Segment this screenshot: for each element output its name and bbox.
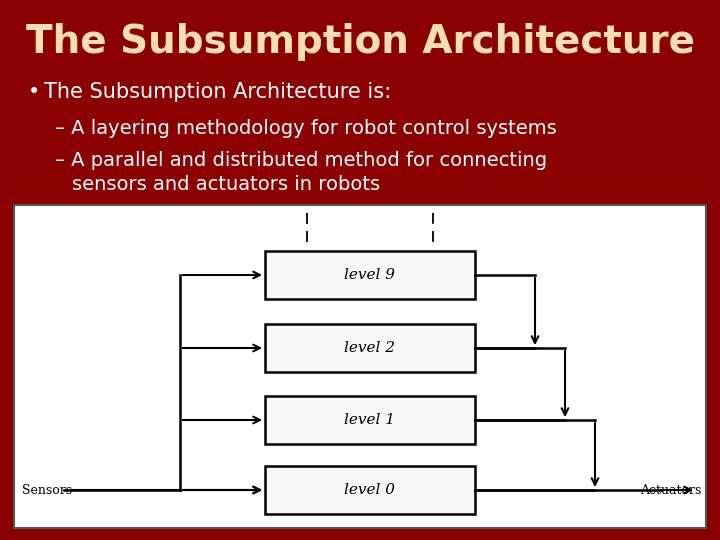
Bar [265, 324, 475, 372]
Bar [265, 396, 475, 444]
Text: – A layering methodology for robot control systems: – A layering methodology for robot contr… [55, 118, 557, 138]
Text: level 1: level 1 [344, 413, 395, 427]
Bar [14, 205, 706, 528]
Text: The Subsumption Architecture is:: The Subsumption Architecture is: [44, 82, 391, 102]
Bar [265, 466, 475, 514]
Text: •: • [28, 82, 40, 102]
Text: level 0: level 0 [344, 483, 395, 497]
Text: Sensors: Sensors [22, 483, 72, 496]
Text: level 2: level 2 [344, 341, 395, 355]
Bar [265, 251, 475, 299]
Text: sensors and actuators in robots: sensors and actuators in robots [72, 176, 380, 194]
Text: level 9: level 9 [344, 268, 395, 282]
Text: Actuators: Actuators [639, 483, 701, 496]
Text: – A parallel and distributed method for connecting: – A parallel and distributed method for … [55, 151, 547, 170]
Text: The Subsumption Architecture: The Subsumption Architecture [25, 23, 695, 61]
